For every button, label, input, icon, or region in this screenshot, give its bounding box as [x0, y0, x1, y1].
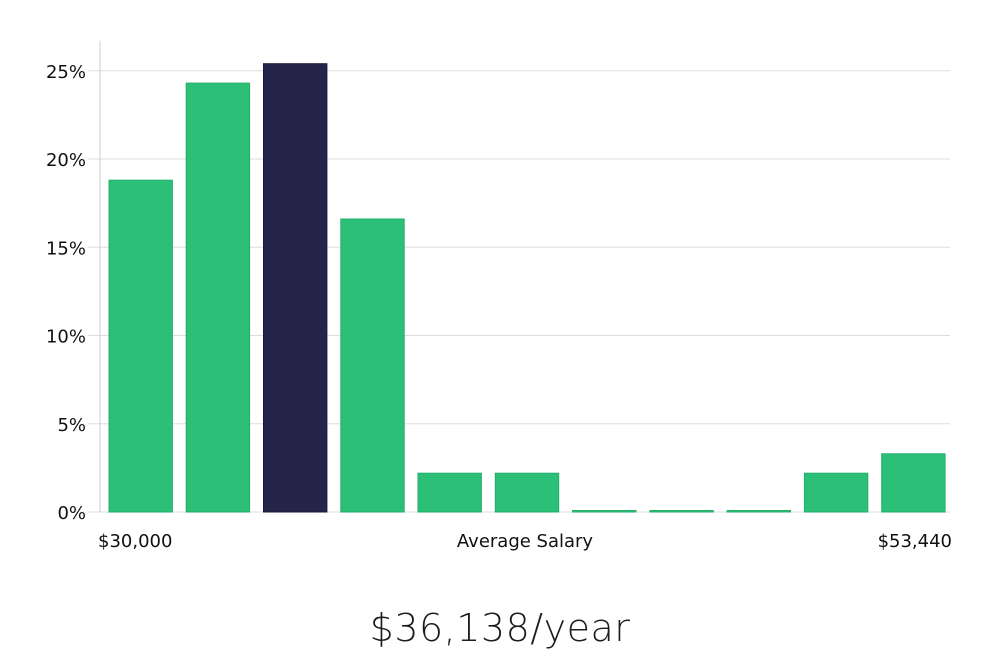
y-tick-label: 10%: [46, 327, 86, 348]
bar: [572, 510, 637, 513]
x-min-label: $30,000: [98, 531, 172, 552]
bar: [340, 218, 405, 513]
bar: [726, 510, 791, 513]
bar: [417, 472, 482, 513]
bar: [494, 472, 560, 513]
bar: [108, 179, 173, 513]
salary-histogram: 0%5%10%15%20%25% $30,000 Average Salary …: [46, 40, 952, 552]
bar: [881, 453, 946, 513]
bar: [649, 510, 714, 513]
bar-highlighted: [263, 63, 328, 513]
y-tick-label: 15%: [46, 238, 86, 259]
bar: [185, 82, 251, 513]
x-max-label: $53,440: [878, 531, 952, 552]
x-axis-label: Average Salary: [457, 531, 594, 552]
y-tick-label: 5%: [57, 415, 86, 436]
y-tick-label: 0%: [57, 503, 86, 524]
y-tick-labels: 0% 5% 10% 15% 20% 25%: [46, 62, 86, 524]
average-salary-value: $36,138/year: [369, 606, 631, 650]
bar: [803, 472, 869, 513]
y-tick-label: 25%: [46, 62, 86, 83]
bars: [108, 63, 946, 513]
y-tick-label: 20%: [46, 150, 86, 171]
